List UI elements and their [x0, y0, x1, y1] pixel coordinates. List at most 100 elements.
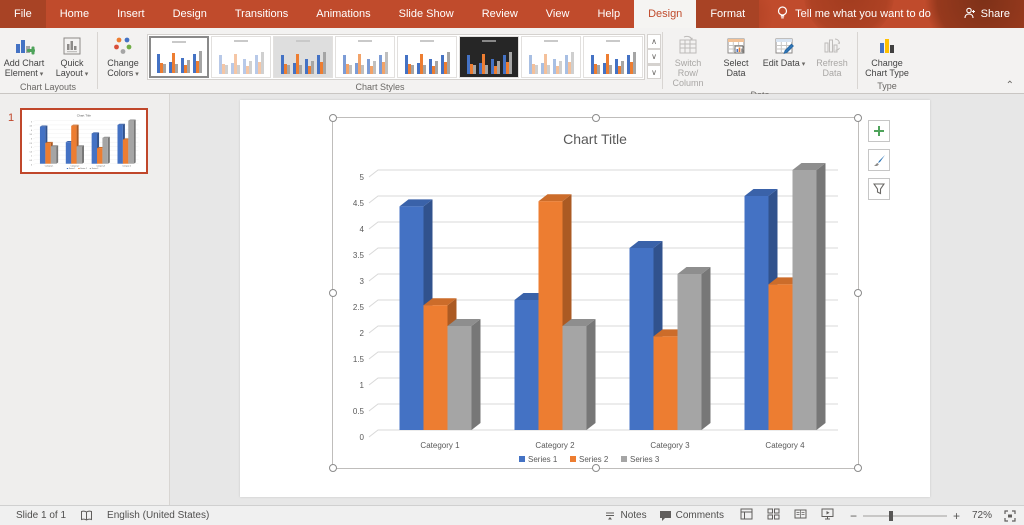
add-chart-element-button[interactable]: Add Chart Element — [0, 31, 48, 81]
zoom-level[interactable]: 72% — [971, 510, 992, 521]
contextual-tab-format[interactable]: Format — [696, 0, 760, 28]
tab-slide-show[interactable]: Slide Show — [398, 8, 454, 20]
chart-style-thumb-5[interactable] — [397, 36, 457, 78]
change-colors-button[interactable]: Change Colors — [99, 31, 147, 81]
chart: 0 0.5 1 1.5 2 2.5 3 3.5 4 4.5 5 Category 1 Category … — [353, 131, 838, 464]
quick-layout-icon — [61, 34, 83, 58]
add-chart-element-label: Add Chart Element — [1, 58, 47, 80]
edit-data-icon — [773, 34, 795, 58]
contextual-tab-design[interactable]: Design — [634, 0, 697, 28]
zoom-in-button[interactable]: + — [952, 508, 960, 523]
svg-text:Category 1: Category 1 — [420, 441, 460, 450]
reading-view-button[interactable] — [794, 508, 807, 523]
tab-view[interactable]: View — [545, 8, 570, 20]
resize-handle-middle-left[interactable] — [329, 289, 337, 297]
group-type: Change Chart Type Type — [859, 28, 915, 93]
resize-handle-top-right[interactable] — [854, 114, 862, 122]
quick-layout-label: Quick Layout — [49, 58, 95, 80]
switch-row-column-button[interactable]: Switch Row/ Column — [664, 31, 712, 89]
gallery-scroll-up-button[interactable]: ∧ — [647, 34, 661, 49]
switch-row-column-icon — [677, 34, 699, 58]
refresh-data-button[interactable]: Refresh Data — [808, 31, 856, 79]
chart-style-thumb-3[interactable] — [273, 36, 333, 78]
tell-me-box[interactable]: Tell me what you want to do — [777, 0, 931, 28]
notes-label: Notes — [620, 510, 647, 521]
status-bar: Slide 1 of 1 English (United States) Not… — [0, 505, 1024, 525]
comments-button[interactable]: Comments — [659, 510, 724, 522]
chart-filters-button[interactable] — [868, 178, 890, 200]
svg-text:1.5: 1.5 — [353, 355, 365, 364]
spell-check-icon[interactable] — [80, 510, 93, 522]
svg-text:2: 2 — [360, 329, 365, 338]
contextual-tabs: Design Format — [634, 0, 760, 28]
share-button[interactable]: Share — [964, 0, 1010, 28]
svg-text:5: 5 — [31, 121, 32, 123]
svg-text:1.5: 1.5 — [29, 152, 32, 154]
main-area: 1 0 0.5 1 1.5 2 2.5 3 3.5 4 4.5 5 Category 1 Categor… — [0, 94, 1024, 505]
refresh-data-label: Refresh Data — [816, 58, 848, 78]
resize-handle-top-center[interactable] — [591, 114, 600, 122]
tab-home[interactable]: Home — [59, 8, 90, 20]
chart-object[interactable]: 0 0.5 1 1.5 2 2.5 3 3.5 4 4.5 5 Category 1 Category … — [329, 114, 862, 472]
slide-canvas[interactable]: 0 0.5 1 1.5 2 2.5 3 3.5 4 4.5 5 Category 1 Category … — [240, 100, 930, 497]
collapse-ribbon-button[interactable]: ⌃ — [1005, 80, 1014, 91]
slide-thumbnail-1[interactable]: 0 0.5 1 1.5 2 2.5 3 3.5 4 4.5 5 Category 1 Category … — [20, 108, 148, 174]
comments-label: Comments — [675, 510, 724, 521]
slide-sorter-button[interactable] — [767, 508, 780, 523]
zoom-slider-track[interactable] — [862, 510, 947, 521]
slide-number: 1 — [8, 112, 15, 124]
chart-style-thumb-8[interactable] — [583, 36, 643, 78]
tab-help[interactable]: Help — [597, 8, 621, 20]
resize-handle-bottom-left[interactable] — [329, 464, 337, 472]
slideshow-button[interactable] — [821, 508, 834, 523]
zoom-out-button[interactable]: − — [849, 508, 857, 523]
chart-style-thumb-1[interactable] — [149, 36, 209, 78]
svg-text:2.5: 2.5 — [353, 303, 365, 312]
tab-design[interactable]: Design — [172, 8, 207, 20]
resize-handle-bottom-right[interactable] — [854, 464, 862, 472]
select-data-button[interactable]: Select Data — [712, 31, 760, 79]
tab-animations[interactable]: Animations — [316, 8, 371, 20]
svg-text:Category 4: Category 4 — [122, 165, 131, 168]
ribbon-divider — [97, 32, 98, 89]
language-indicator[interactable]: English (United States) — [107, 510, 210, 521]
chart-style-thumb-4[interactable] — [335, 36, 395, 78]
svg-text:4.5: 4.5 — [353, 199, 365, 208]
chart-style-thumb-2[interactable] — [211, 36, 271, 78]
chart-style-thumb-6[interactable] — [459, 36, 519, 78]
tab-insert[interactable]: Insert — [117, 8, 145, 20]
slide-counter[interactable]: Slide 1 of 1 — [16, 510, 67, 521]
svg-text:Category 3: Category 3 — [650, 441, 690, 450]
gallery-scroll-down-button[interactable]: ∨ — [647, 49, 661, 64]
resize-handle-middle-right[interactable] — [854, 289, 862, 297]
svg-text:Chart Title: Chart Title — [77, 114, 92, 117]
tab-transitions[interactable]: Transitions — [234, 8, 289, 20]
titlebar: File Home Insert Design Transitions Animation… — [0, 0, 1024, 28]
notes-button[interactable]: Notes — [604, 510, 647, 521]
svg-text:Category 4: Category 4 — [765, 441, 805, 450]
ribbon-divider — [857, 32, 858, 89]
quick-layout-button[interactable]: Quick Layout — [48, 31, 96, 81]
chart-elements-button[interactable] — [868, 120, 890, 142]
fit-to-window-button[interactable] — [1004, 509, 1016, 522]
tab-review[interactable]: Review — [481, 8, 518, 20]
chart-styles-button[interactable] — [868, 149, 890, 171]
tab-file[interactable]: File — [0, 0, 46, 28]
normal-view-button[interactable] — [740, 508, 753, 523]
resize-handle-bottom-center[interactable] — [591, 464, 600, 472]
change-chart-type-button[interactable]: Change Chart Type — [859, 31, 915, 79]
resize-handle-top-left[interactable] — [329, 114, 337, 122]
gallery-more-button[interactable]: ∨ — [647, 64, 661, 79]
ribbon-divider — [662, 32, 663, 89]
zoom-slider-handle[interactable] — [888, 510, 893, 521]
svg-text:Category 1: Category 1 — [45, 165, 54, 168]
chart-style-thumb-7[interactable] — [521, 36, 581, 78]
svg-text:Series 2: Series 2 — [579, 455, 609, 464]
svg-text:2: 2 — [31, 147, 32, 149]
edit-data-button[interactable]: Edit Data — [760, 31, 808, 71]
svg-text:0: 0 — [360, 433, 365, 442]
svg-text:5: 5 — [360, 173, 365, 182]
svg-text:Series 1: Series 1 — [69, 168, 76, 170]
ribbon-tabs: File Home Insert Design Transitions Animation… — [0, 0, 634, 28]
svg-text:Category 3: Category 3 — [96, 165, 105, 168]
